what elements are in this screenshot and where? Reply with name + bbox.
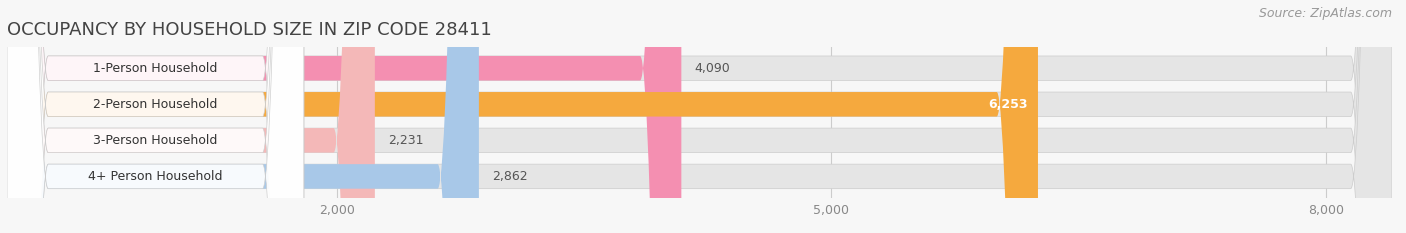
FancyBboxPatch shape — [7, 0, 304, 233]
FancyBboxPatch shape — [7, 0, 1392, 233]
FancyBboxPatch shape — [7, 0, 1392, 233]
Text: 4+ Person Household: 4+ Person Household — [89, 170, 222, 183]
FancyBboxPatch shape — [7, 0, 682, 233]
FancyBboxPatch shape — [7, 0, 304, 233]
Text: 6,253: 6,253 — [988, 98, 1028, 111]
Text: 2,231: 2,231 — [388, 134, 423, 147]
FancyBboxPatch shape — [7, 0, 304, 233]
FancyBboxPatch shape — [7, 0, 304, 233]
Text: 3-Person Household: 3-Person Household — [93, 134, 218, 147]
Text: OCCUPANCY BY HOUSEHOLD SIZE IN ZIP CODE 28411: OCCUPANCY BY HOUSEHOLD SIZE IN ZIP CODE … — [7, 21, 492, 39]
Text: 1-Person Household: 1-Person Household — [93, 62, 218, 75]
FancyBboxPatch shape — [7, 0, 479, 233]
Text: Source: ZipAtlas.com: Source: ZipAtlas.com — [1258, 7, 1392, 20]
Text: 4,090: 4,090 — [695, 62, 730, 75]
FancyBboxPatch shape — [7, 0, 1038, 233]
FancyBboxPatch shape — [7, 0, 1392, 233]
FancyBboxPatch shape — [7, 0, 1392, 233]
Text: 2-Person Household: 2-Person Household — [93, 98, 218, 111]
Text: 2,862: 2,862 — [492, 170, 527, 183]
FancyBboxPatch shape — [7, 0, 375, 233]
